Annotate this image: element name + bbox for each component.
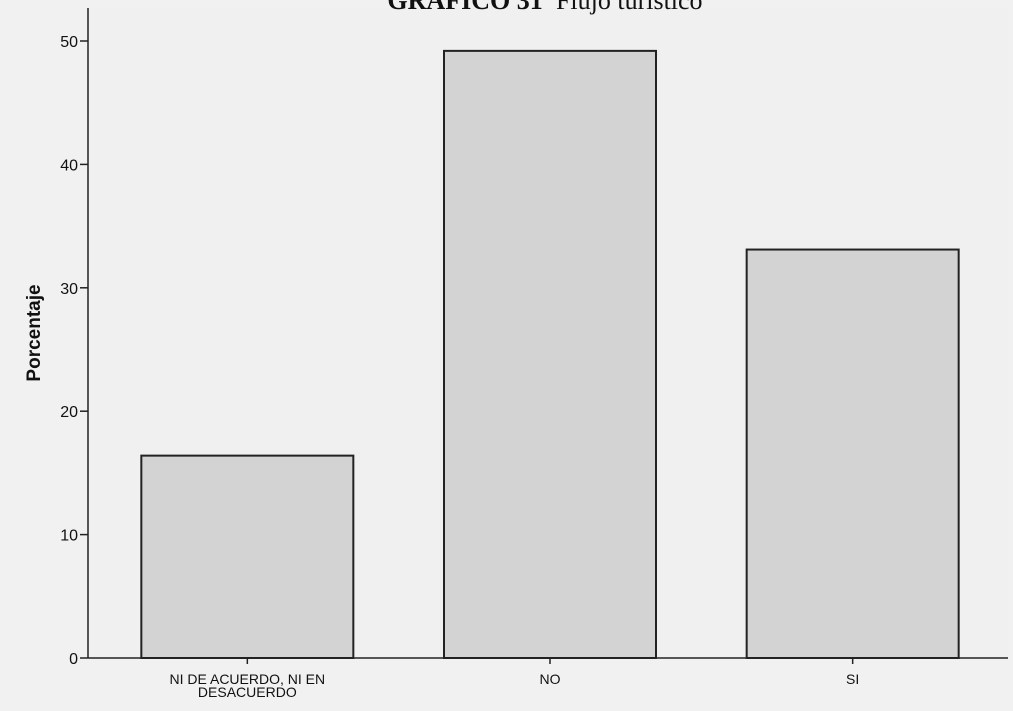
y-axis-ticks: 0 10 20 30 40 50 <box>60 34 88 668</box>
y-tick-label: 0 <box>69 651 78 668</box>
bar <box>745 248 960 660</box>
x-tick-label: NI DE ACUERDO, NI EN DESACUERDO <box>170 671 326 700</box>
y-axis-label: Porcentaje <box>24 284 45 381</box>
x-axis-labels: NI DE ACUERDO, NI EN DESACUERDO NO SI <box>170 658 859 700</box>
chart-title: GRÁFICO 31 Flujo turístico <box>387 0 702 15</box>
chart-title-number: GRÁFICO 31 <box>387 0 542 15</box>
y-tick-label: 30 <box>60 281 78 298</box>
x-tick-label-line: NO <box>540 671 561 687</box>
bar <box>443 49 657 659</box>
x-tick-label-line: NI DE ACUERDO, NI EN <box>170 671 326 687</box>
y-tick-label: 40 <box>60 157 78 174</box>
x-tick-label-line: DESACUERDO <box>198 684 297 700</box>
y-tick-label: 50 <box>60 34 78 51</box>
y-tick-label: 10 <box>60 528 78 545</box>
x-tick-label: NO <box>540 671 561 687</box>
y-tick-label: 20 <box>60 404 78 421</box>
x-tick-label-line: SI <box>846 671 859 687</box>
x-tick-label: SI <box>846 671 859 687</box>
bar <box>140 454 355 659</box>
bars-group <box>140 49 960 660</box>
chart-title-text: Flujo turístico <box>556 0 703 15</box>
